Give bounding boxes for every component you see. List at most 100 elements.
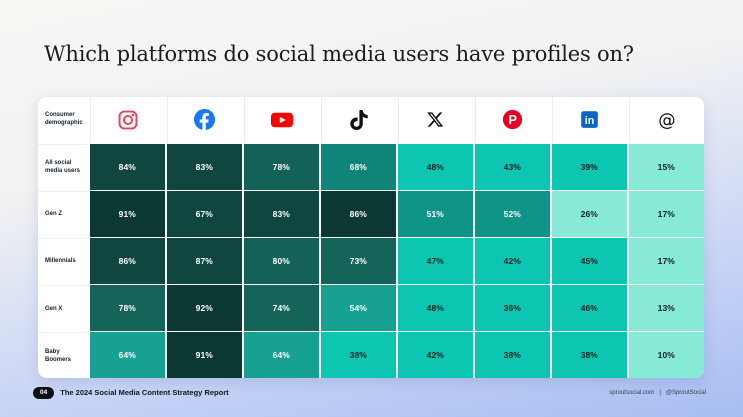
- cell-value: 15%: [657, 161, 675, 172]
- heatmap-cell: 48%: [397, 285, 473, 331]
- heatmap-cell: 38%: [551, 332, 627, 378]
- heatmap-cell: 47%: [397, 238, 473, 284]
- cell-value: 39%: [580, 161, 598, 172]
- website-link[interactable]: sproutsocial.com: [609, 390, 655, 396]
- linkedin-icon: in: [580, 110, 599, 129]
- heatmap-cell: 13%: [628, 285, 704, 331]
- heatmap-cell: 52%: [474, 191, 550, 237]
- column-header-facebook: [166, 97, 242, 143]
- cell-value: 26%: [580, 208, 598, 219]
- cell-value: 42%: [426, 350, 444, 361]
- heatmap-cell: 80%: [243, 238, 319, 284]
- heatmap-cell: 73%: [320, 238, 396, 284]
- cell-value: 83%: [272, 208, 290, 219]
- cell-value: 54%: [349, 303, 367, 314]
- row-label-cell: Millennials: [38, 238, 88, 284]
- svg-text:@: @: [658, 111, 675, 131]
- column-header-threads: @: [628, 97, 704, 143]
- x-icon: [426, 110, 445, 129]
- heatmap-cell: 86%: [89, 238, 165, 284]
- column-header-linkedin: in: [551, 97, 627, 143]
- cell-value: 64%: [118, 350, 136, 361]
- cell-value: 38%: [580, 350, 598, 361]
- heatmap-cell: 17%: [628, 191, 704, 237]
- heatmap-cell: 45%: [551, 238, 627, 284]
- cell-value: 80%: [272, 256, 290, 267]
- footer-links: sproutsocial.com | @SproutSocial: [609, 390, 706, 396]
- heatmap-cell: 64%: [89, 332, 165, 378]
- cell-value: 86%: [349, 208, 367, 219]
- column-header-tiktok: [320, 97, 396, 143]
- row-label-cell: Gen X: [38, 285, 88, 331]
- page-title: Which platforms do social media users ha…: [44, 42, 634, 66]
- heatmap-cell: 26%: [551, 191, 627, 237]
- column-header-x: [397, 97, 473, 143]
- heatmap-cell: 83%: [166, 144, 242, 190]
- heatmap-cell: 46%: [551, 285, 627, 331]
- cell-value: 74%: [272, 303, 290, 314]
- cell-value: 78%: [118, 303, 136, 314]
- heatmap-cell: 91%: [89, 191, 165, 237]
- svg-text:in: in: [585, 115, 594, 127]
- cell-value: 51%: [426, 208, 444, 219]
- cell-value: 43%: [503, 161, 521, 172]
- row-label: Gen Z: [45, 211, 63, 218]
- report-title: The 2024 Social Media Content Strategy R…: [60, 388, 229, 398]
- row-label: Baby Boomers: [45, 348, 72, 363]
- heatmap-cell: 36%: [474, 285, 550, 331]
- heatmap-cell: 68%: [320, 144, 396, 190]
- cell-value: 46%: [580, 303, 598, 314]
- cell-value: 17%: [657, 256, 675, 267]
- heatmap-cell: 42%: [397, 332, 473, 378]
- row-label: All social media users: [45, 160, 81, 175]
- row-label-cell: Baby Boomers: [38, 332, 88, 378]
- cell-value: 91%: [118, 208, 136, 219]
- instagram-icon: [117, 109, 139, 131]
- cell-value: 91%: [195, 350, 213, 361]
- column-header-instagram: [89, 97, 165, 143]
- row-label-cell: All social media users: [38, 144, 88, 190]
- cell-value: 38%: [503, 350, 521, 361]
- cell-value: 42%: [503, 256, 521, 267]
- heatmap-cell: 78%: [243, 144, 319, 190]
- cell-value: 83%: [195, 161, 213, 172]
- page-number-badge: 04: [33, 387, 55, 399]
- heatmap-cell: 38%: [320, 332, 396, 378]
- heatmap-cell: 64%: [243, 332, 319, 378]
- cell-value: 48%: [426, 303, 444, 314]
- heatmap-cell: 87%: [166, 238, 242, 284]
- column-header-pinterest: P: [474, 97, 550, 143]
- cell-value: 38%: [349, 350, 367, 361]
- cell-value: 10%: [657, 350, 675, 361]
- cell-value: 92%: [195, 303, 213, 314]
- cell-value: 47%: [426, 256, 444, 267]
- youtube-icon: [270, 108, 294, 132]
- row-label: Gen X: [45, 305, 63, 312]
- cell-value: 73%: [349, 256, 367, 267]
- heatmap-cell: 48%: [397, 144, 473, 190]
- row-label: Millennials: [45, 258, 76, 265]
- footer: 04 The 2024 Social Media Content Strateg…: [33, 387, 229, 399]
- cell-value: 67%: [195, 208, 213, 219]
- social-handle-link[interactable]: @SproutSocial: [665, 390, 706, 396]
- heatmap-cell: 17%: [628, 238, 704, 284]
- heatmap-cell: 92%: [166, 285, 242, 331]
- heatmap-cell: 42%: [474, 238, 550, 284]
- footer-separator: |: [659, 390, 661, 396]
- cell-value: 48%: [426, 161, 444, 172]
- facebook-icon: [193, 108, 216, 131]
- heatmap-cell: 83%: [243, 191, 319, 237]
- heatmap-cell: 91%: [166, 332, 242, 378]
- cell-value: 36%: [503, 303, 521, 314]
- corner-label-cell: Consumer demographic: [38, 97, 88, 143]
- heatmap-cell: 51%: [397, 191, 473, 237]
- corner-label: Consumer demographic: [45, 111, 83, 126]
- heatmap-cell: 78%: [89, 285, 165, 331]
- threads-icon: @: [656, 109, 678, 131]
- heatmap-cell: 43%: [474, 144, 550, 190]
- cell-value: 17%: [657, 208, 675, 219]
- pinterest-icon: P: [502, 109, 523, 130]
